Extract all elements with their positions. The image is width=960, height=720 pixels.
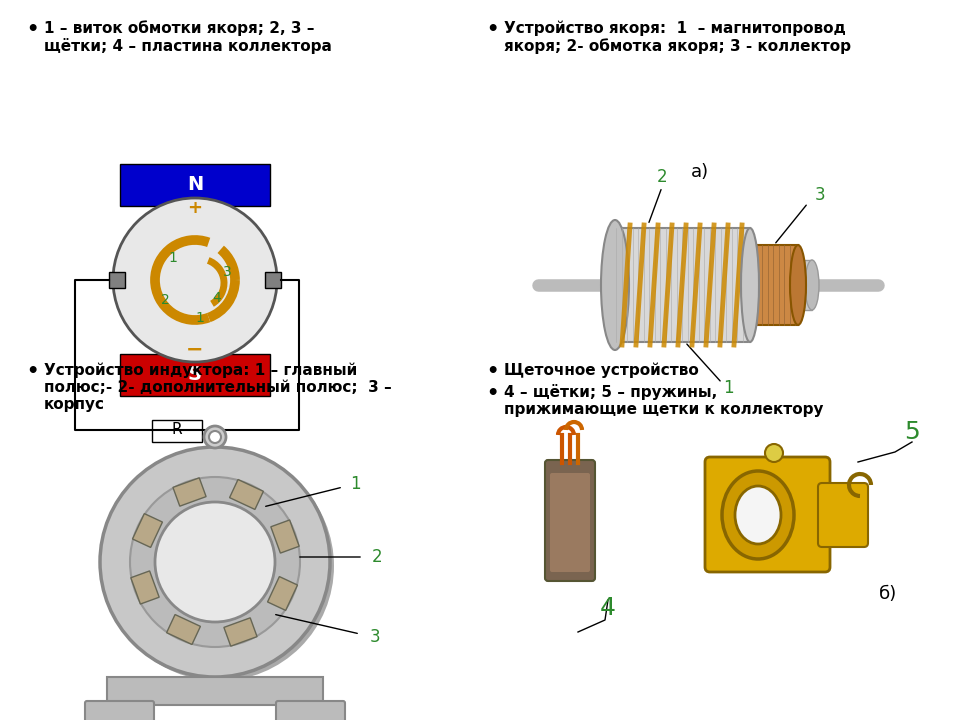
Circle shape <box>204 426 226 448</box>
Text: 1: 1 <box>169 251 178 265</box>
Text: •: • <box>486 362 498 381</box>
Text: 3: 3 <box>223 265 231 279</box>
Text: 3: 3 <box>815 186 826 204</box>
Bar <box>265 272 281 288</box>
Circle shape <box>130 477 300 647</box>
FancyBboxPatch shape <box>550 473 590 572</box>
Text: •: • <box>26 20 38 39</box>
Ellipse shape <box>805 260 819 310</box>
Ellipse shape <box>790 245 806 325</box>
Text: •: • <box>486 20 498 39</box>
Text: 1: 1 <box>196 311 204 325</box>
Text: −: − <box>186 340 204 360</box>
Text: 2: 2 <box>160 293 169 307</box>
Ellipse shape <box>722 471 794 559</box>
Ellipse shape <box>601 220 629 350</box>
Text: а): а) <box>691 163 709 181</box>
Text: Щеточное устройство: Щеточное устройство <box>504 362 699 377</box>
FancyBboxPatch shape <box>545 460 595 581</box>
Bar <box>798 260 812 310</box>
Text: 1: 1 <box>349 475 360 493</box>
Text: 5: 5 <box>904 420 920 444</box>
Ellipse shape <box>735 486 781 544</box>
Polygon shape <box>173 478 206 506</box>
FancyBboxPatch shape <box>85 701 154 720</box>
Text: •: • <box>26 362 38 381</box>
Bar <box>120 354 270 396</box>
Text: 3: 3 <box>370 628 380 646</box>
Circle shape <box>209 431 221 443</box>
Text: 4 – щётки; 5 – пружины,
прижимающие щетки к коллектору: 4 – щётки; 5 – пружины, прижимающие щетк… <box>504 384 824 418</box>
Polygon shape <box>224 618 257 646</box>
Circle shape <box>104 451 334 681</box>
FancyBboxPatch shape <box>705 457 830 572</box>
Text: Устройство якоря:  1  – магнитопровод
якоря; 2- обмотка якоря; 3 - коллектор: Устройство якоря: 1 – магнитопровод якор… <box>504 20 851 54</box>
FancyBboxPatch shape <box>276 701 345 720</box>
Bar <box>615 228 750 342</box>
Circle shape <box>765 444 783 462</box>
Polygon shape <box>167 615 201 644</box>
Text: 1: 1 <box>723 379 733 397</box>
Text: 2: 2 <box>372 548 382 566</box>
Ellipse shape <box>741 228 759 342</box>
Text: N: N <box>187 176 204 194</box>
Polygon shape <box>268 577 298 611</box>
Bar <box>109 272 125 288</box>
Bar <box>750 245 798 325</box>
Text: 4: 4 <box>212 291 222 305</box>
Polygon shape <box>229 480 263 510</box>
Text: •: • <box>486 384 498 403</box>
FancyBboxPatch shape <box>818 483 868 547</box>
Text: S: S <box>188 366 202 384</box>
Text: 2: 2 <box>657 168 667 186</box>
Text: +: + <box>187 199 203 217</box>
Circle shape <box>100 447 330 677</box>
Bar <box>107 677 323 705</box>
Text: 1 – виток обмотки якоря; 2, 3 –
щётки; 4 – пластина коллектора: 1 – виток обмотки якоря; 2, 3 – щётки; 4… <box>44 20 332 54</box>
Polygon shape <box>271 520 300 553</box>
Polygon shape <box>132 513 162 547</box>
Text: R: R <box>172 423 182 438</box>
Bar <box>152 420 202 442</box>
Text: б): б) <box>878 585 898 603</box>
Circle shape <box>155 502 275 622</box>
Circle shape <box>113 198 277 362</box>
Text: Устройство индуктора: 1 – главный
полюс;- 2- дополнительный полюс;  3 –
корпус: Устройство индуктора: 1 – главный полюс;… <box>44 362 392 413</box>
Text: 4: 4 <box>600 596 616 620</box>
Bar <box>120 164 270 206</box>
Polygon shape <box>131 571 159 604</box>
